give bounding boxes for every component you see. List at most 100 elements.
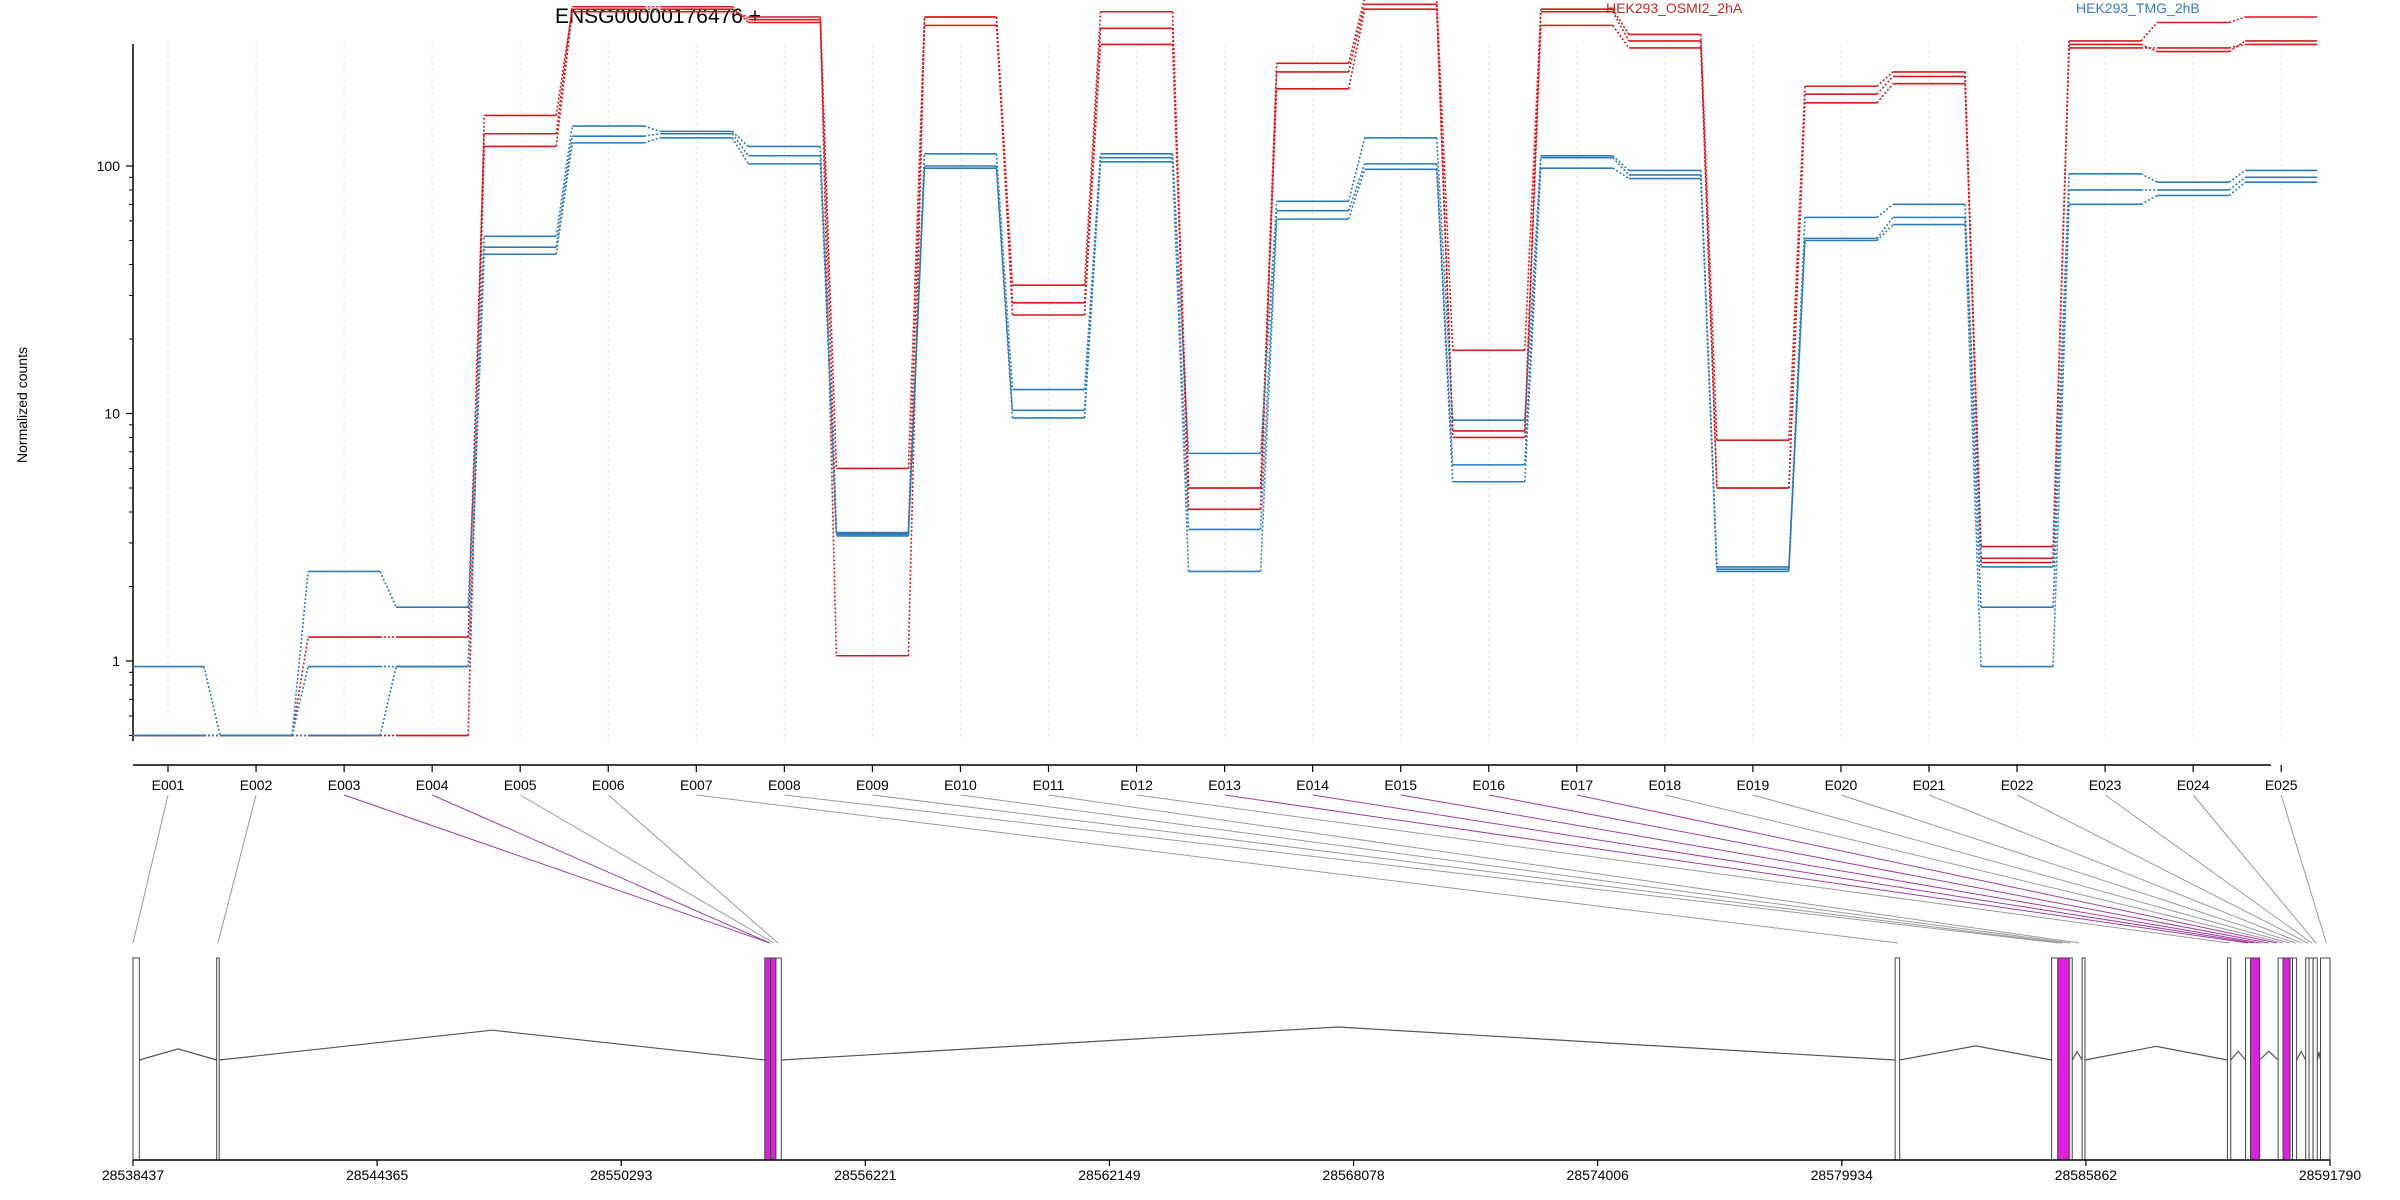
series-1-link-e014 [1347,4,1366,73]
x-tick-label-e008: E008 [768,777,801,793]
series-2-link-e017 [1612,24,1630,49]
series-lines [132,0,2318,737]
series-4-link-e012 [1171,157,1190,530]
series-5-link-e019 [1788,240,1806,572]
series-5-link-e004 [467,254,485,667]
series-2-link-e023 [2140,43,2158,53]
series-3-link-e024 [2228,169,2246,183]
series-2-link-e013 [1259,88,1278,489]
x-tick-label-e025: E025 [2265,777,2298,793]
genomic-coordinate-axis: 28538437 28544365 28550293 28556221 28562149… [102,1159,2361,1183]
series-3-link-e017 [1612,155,1630,171]
y-tick-label: 10 [104,406,120,422]
exon-box [2081,957,2086,1161]
exon-box [132,957,140,1161]
x-tick-label-e016: E016 [1472,777,1505,793]
series-4-link-e007 [731,133,749,157]
connector-e016 [1488,794,2269,944]
gene-model [132,957,2331,1161]
y-tick-label: 1 [112,653,120,669]
series-5-link-e017 [1612,167,1630,180]
series-0-link-e015 [1436,0,1454,351]
x-tick-label-e020: E020 [1825,777,1858,793]
connector-e009 [872,794,2063,944]
exon-box [2068,957,2073,1161]
connector-e024 [2192,794,2317,944]
connector-e020 [1840,794,2296,944]
series-5-link-e008 [819,163,838,535]
vertical-gridlines [167,44,2282,741]
x-tick-label-e017: E017 [1560,777,1593,793]
series-2-link-e007 [731,8,749,21]
x-tick-label-e007: E007 [680,777,713,793]
exon-box [2051,957,2059,1161]
series-0-link-e017 [1612,8,1630,35]
x-tick-label-e013: E013 [1208,777,1241,793]
series-3-link-e012 [1171,153,1190,454]
intron-line [2230,1050,2247,1061]
exon-box-highlighted [764,957,772,1161]
exon-box [2226,957,2232,1161]
coord-tick-label: 28544365 [346,1167,409,1183]
connector-e013 [1224,794,2249,944]
series-2-link-e018 [1700,47,1718,489]
legend-label-tmg: HEK293_TMG_2hB [2076,0,2200,16]
connector-e023 [2104,794,2313,944]
series-4-link-e019 [1788,238,1806,570]
x-tick-label-e004: E004 [416,777,449,793]
series-0-link-e008 [819,16,838,469]
series-5-link-e023 [2140,194,2158,206]
connector-e019 [1752,794,2290,944]
series-1-link-e020 [1876,75,1894,95]
intron-line [2084,1045,2228,1061]
exon-box [2292,957,2298,1161]
series-5-link-e006 [644,137,661,144]
connector-e014 [1312,794,2255,944]
series-2-link-e014 [1347,9,1366,89]
exon-box [775,957,782,1161]
series-0-link-e020 [1876,71,1894,87]
series-3-link-e005 [555,125,574,237]
x-tick-label-e012: E012 [1120,777,1153,793]
series-4-link-e021 [1964,217,1982,608]
series-1-link-e009 [907,25,926,533]
intron-line [2259,1050,2279,1061]
series-0-link-e024 [2228,16,2246,24]
series-3-link-e008 [819,146,838,533]
series-5-link-e021 [1964,224,1982,667]
intron-line [219,1029,765,1061]
series-5-link-e003 [379,666,397,736]
series-0-link-e023 [2140,21,2158,42]
series-5-link-e022 [2052,204,2070,667]
coord-tick-label: 28550293 [590,1167,653,1183]
series-3-link-e022 [2052,173,2070,567]
x-tick-label-e003: E003 [328,777,361,793]
x-tick-label-e011: E011 [1033,777,1065,793]
series-5-link-e007 [731,137,750,165]
coord-tick-label: 28538437 [102,1167,165,1183]
series-2-link-e009 [907,16,926,656]
y-tick-label: 100 [97,158,121,174]
series-5-link-e010 [995,168,1014,418]
series-0-link-e019 [1788,86,1806,441]
coord-tick-label: 28579934 [1811,1167,1874,1183]
intron-line [139,1048,217,1061]
series-4-link-e013 [1259,210,1278,530]
exon-box-highlighted [770,957,777,1161]
connector-e001 [132,794,169,944]
y-axis-label: Normalized counts [14,347,30,463]
series-5-link-e024 [2228,181,2246,197]
coord-tick-label: 28568078 [1322,1167,1385,1183]
x-axis-exons: E001 E002 E003 E004 E005 E006 E007 E008 E009 E010… [133,764,2298,793]
x-tick-label-e021: E021 [1913,777,1946,793]
x-tick-label-e018: E018 [1648,777,1681,793]
exon-box-highlighted [2250,957,2261,1161]
connector-e015 [1400,794,2261,944]
exon-box [216,957,220,1161]
series-3-link-e001 [203,666,221,736]
x-tick-label-e005: E005 [504,777,537,793]
series-5-link-e014 [1347,169,1366,220]
series-0-link-e011 [1083,11,1102,286]
connector-e005 [519,794,775,944]
